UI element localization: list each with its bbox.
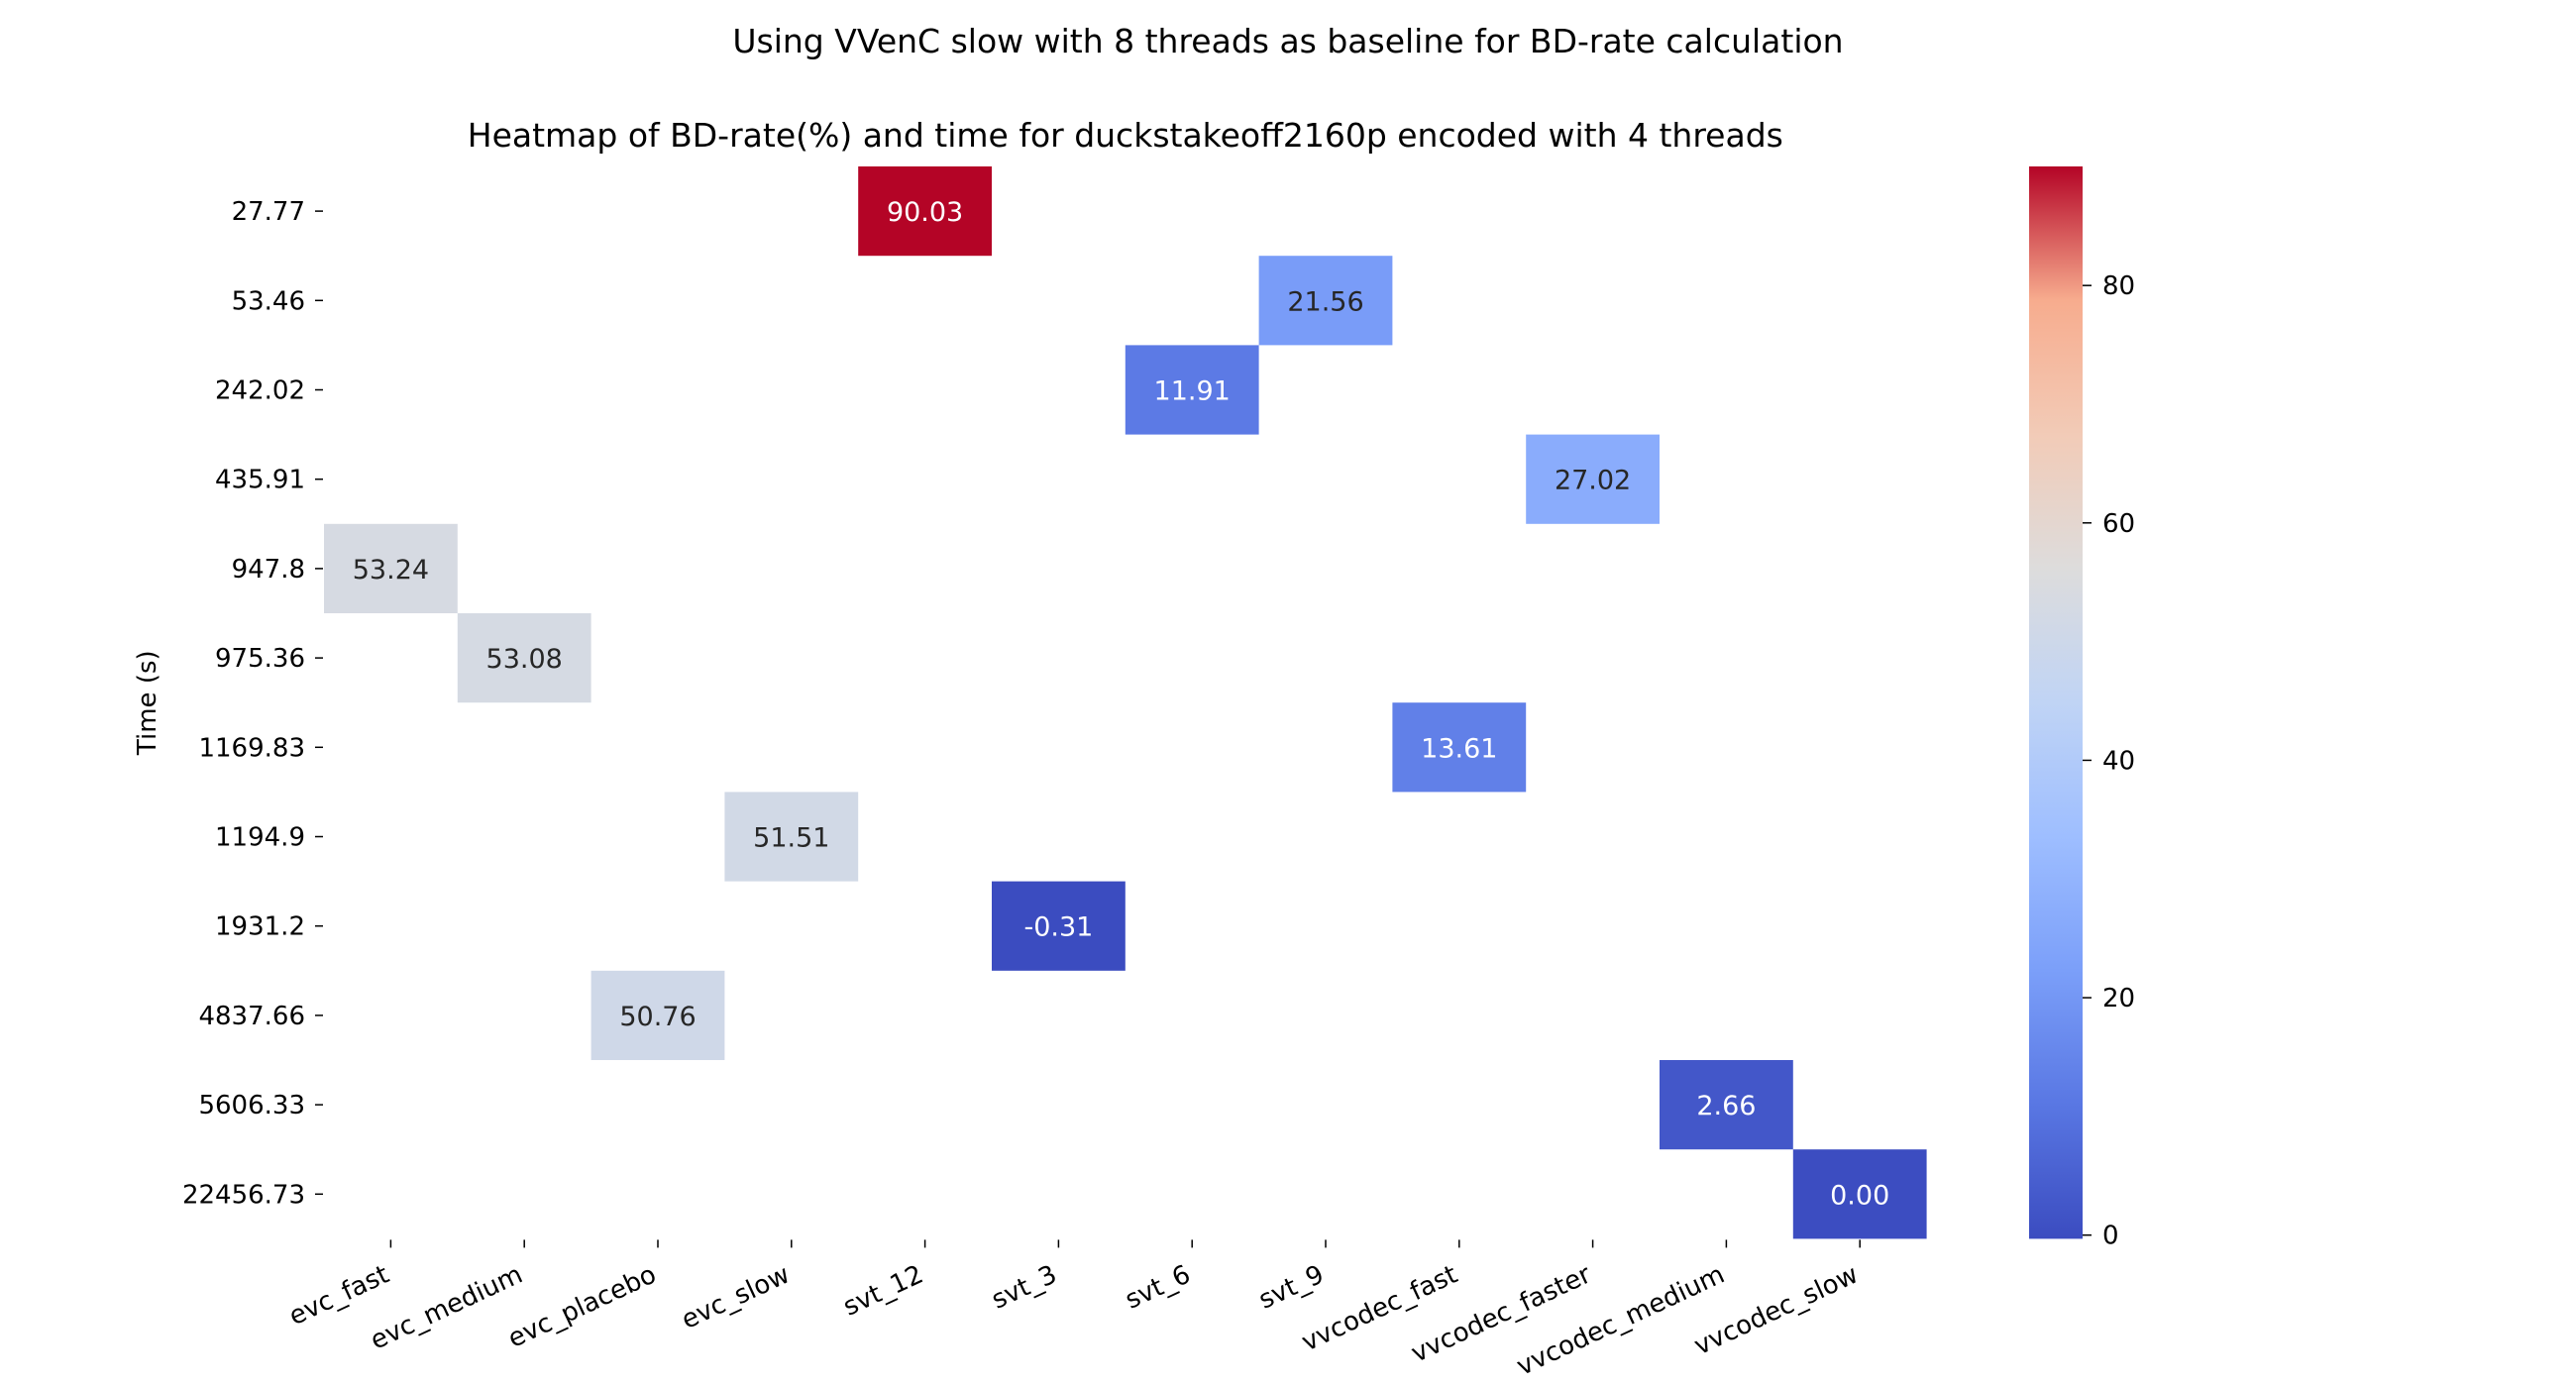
y-tick-label: 242.02 [215,376,305,406]
heatmap-cell [1660,1060,1793,1150]
colorbar-gradient [2029,166,2083,1239]
heatmap-cells: 90.03 21.56 11.91 27.02 53.24 53.08 13.61 51.51… [324,166,1927,1239]
y-tick-label: 22456.73 [182,1180,305,1210]
colorbar-tick-label: 80 [2102,271,2135,301]
x-tick-label: svt_3 [987,1260,1061,1316]
y-tick-label: 975.36 [215,644,305,674]
heatmap-cell [1258,256,1393,346]
cell-value-label: -0.31 [1023,912,1093,943]
x-tick-label: svt_9 [1254,1260,1329,1316]
y-tick-label: 1931.2 [215,912,305,942]
cell-value-label: 11.91 [1154,376,1231,407]
y-tick-label: 5606.33 [198,1091,305,1120]
heatmap-cell [1392,702,1527,793]
cell-value-label: 27.02 [1555,466,1631,496]
x-tick-label: evc_fast [284,1260,393,1333]
cell-value-label: 13.61 [1421,733,1497,764]
cell-value-label: 21.56 [1287,286,1363,317]
colorbar-tick-label: 0 [2102,1222,2119,1251]
cell-value-label: 0.00 [1830,1180,1889,1211]
y-tick-label: 1169.83 [198,733,305,763]
cell-value-label: 90.03 [887,197,963,228]
colorbar-tick-label: 40 [2102,746,2135,776]
heatmap-cell [858,166,992,257]
heatmap-cell [324,523,458,613]
y-tick-label: 947.8 [232,555,305,585]
cell-value-label: 51.51 [753,823,829,854]
y-axis-label: Time (s) [133,650,162,756]
figure-suptitle: Using VVenC slow with 8 threads as basel… [732,22,1844,60]
heatmap-cell [1792,1149,1927,1239]
heatmap-cell [1526,434,1660,524]
heatmap-axes: Heatmap of BD-rate(%) and time for ducks… [133,116,1863,1382]
x-tick-label: evc_slow [677,1260,794,1335]
cell-value-label: 53.24 [353,555,429,586]
x-tick-label: svt_12 [839,1260,928,1323]
cell-value-label: 2.66 [1696,1091,1756,1121]
heatmap-cell [1125,345,1259,435]
y-tick-label: 435.91 [215,466,305,495]
y-tick-label: 27.77 [232,197,305,227]
x-tick-label: evc_placebo [503,1260,661,1354]
x-tick-label: evc_medium [366,1260,527,1356]
y-tick-label: 53.46 [232,286,305,316]
cell-value-label: 53.08 [486,644,563,675]
colorbar: 0 20 40 60 80 [2029,166,2135,1251]
y-tick-label: 1194.9 [215,823,305,853]
heatmap-cell [724,792,859,882]
heatmap-cell [992,881,1126,971]
x-tick-label: svt_6 [1121,1260,1195,1316]
y-tick-label: 4837.66 [198,1002,305,1031]
heatmap-cell [457,613,591,703]
heatmap-cell [590,970,725,1060]
cell-value-label: 50.76 [619,1002,696,1032]
chart-title: Heatmap of BD-rate(%) and time for ducks… [468,116,1783,155]
colorbar-tick-label: 60 [2102,509,2135,539]
colorbar-tick-label: 20 [2102,984,2135,1014]
